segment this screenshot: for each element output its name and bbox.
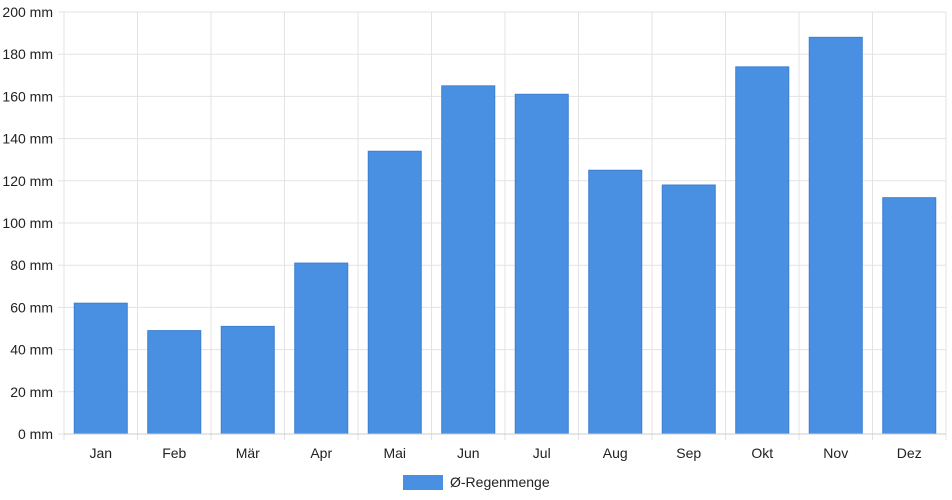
bar-Apr[interactable] [294,262,349,435]
bar-Jun[interactable] [441,85,496,435]
y-tick-label: 100 mm [2,215,53,231]
x-tick-label: Aug [603,445,628,461]
x-tick-label: Apr [310,445,332,461]
y-tick-label: 160 mm [2,88,53,104]
y-tick-label: 120 mm [2,173,53,189]
bar-Feb[interactable] [147,330,202,435]
bar-Sep[interactable] [661,184,716,435]
bar-Aug[interactable] [588,169,643,435]
y-tick-label: 180 mm [2,46,53,62]
bar-Mär[interactable] [220,325,275,435]
y-tick-label: 20 mm [10,384,53,400]
grid-lines [58,11,947,440]
bar-Nov[interactable] [808,36,863,435]
x-tick-label: Jan [89,445,112,461]
x-tick-label: Mär [236,445,260,461]
legend: Ø-Regenmenge [403,474,550,490]
y-tick-label: 0 mm [18,426,53,442]
x-tick-label: Dez [897,445,922,461]
y-tick-label: 140 mm [2,131,53,147]
bar-Mai[interactable] [367,150,422,435]
x-axis: Jan Feb Mär Apr Mai Jun Jul Aug Sep Okt Nov Dez [64,433,946,461]
x-tick-label: Nov [823,445,848,461]
bar-Jan[interactable] [73,302,128,435]
x-tick-label: Jul [533,445,551,461]
x-tick-label: Feb [162,445,186,461]
x-tick-label: Okt [751,445,773,461]
x-tick-label: Jun [457,445,480,461]
x-tick-label: Sep [676,445,701,461]
bar-Jul[interactable] [514,93,569,435]
y-tick-label: 40 mm [10,342,53,358]
legend-swatch [403,475,443,490]
y-tick-label: 60 mm [10,299,53,315]
y-axis: 0 mm 20 mm 40 mm 60 mm 80 mm 100 mm 120 mm 140 … [2,4,53,442]
bar-Okt[interactable] [735,66,790,435]
bar-Dez[interactable] [882,197,937,435]
bars [73,36,937,435]
legend-label: Ø-Regenmenge [450,474,550,490]
x-tick-label: Mai [383,445,406,461]
y-tick-label: 80 mm [10,257,53,273]
y-tick-label: 200 mm [2,4,53,20]
